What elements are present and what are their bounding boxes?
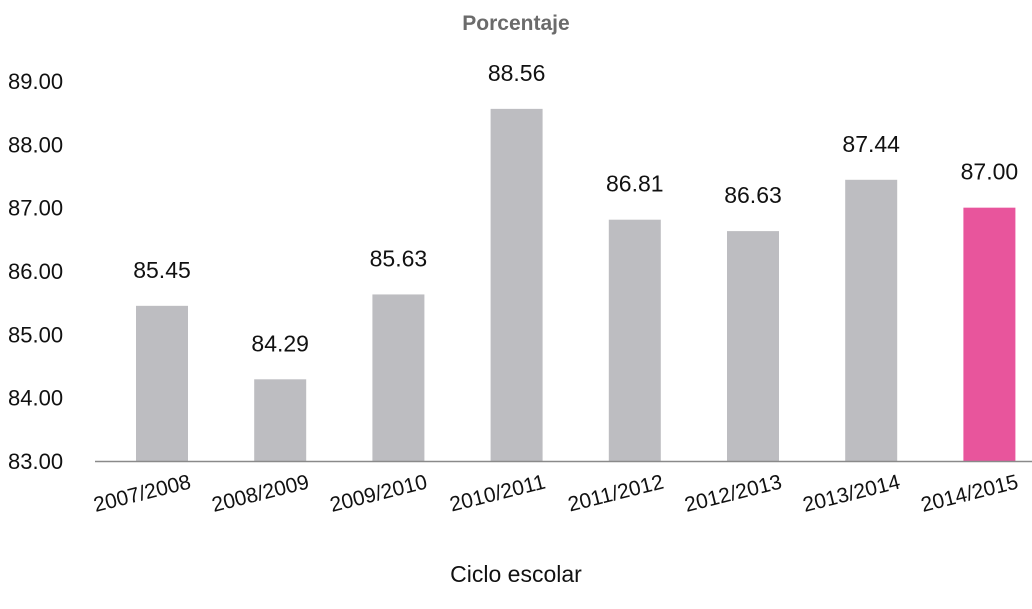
- data-label: 85.45: [133, 257, 191, 283]
- data-labels: 85.45 84.29 85.63 88.56 86.81 86.63 87.44 87.00: [133, 60, 1018, 356]
- chart-title: Porcentaje: [462, 12, 569, 35]
- y-tick-label: 83.00: [8, 449, 63, 474]
- x-tick-label: 2010/2011: [447, 471, 547, 517]
- x-tick-label: 2011/2012: [566, 471, 666, 517]
- y-tick-label: 87.00: [8, 196, 63, 221]
- x-tick-label: 2007/2008: [91, 471, 193, 517]
- data-label: 86.81: [606, 171, 664, 197]
- data-label: 85.63: [370, 245, 428, 271]
- data-label: 87.44: [842, 131, 900, 157]
- y-tick-label: 84.00: [8, 386, 63, 411]
- x-tick-label: 2008/2009: [210, 471, 312, 517]
- bar: [372, 294, 425, 461]
- data-label: 87.00: [961, 159, 1019, 185]
- x-tick-label: 2014/2015: [919, 471, 1021, 517]
- bar: [845, 179, 898, 462]
- bars: [136, 108, 1016, 462]
- bar: [727, 231, 779, 461]
- y-tick-label: 85.00: [8, 322, 63, 347]
- y-tick-label: 89.00: [8, 69, 63, 94]
- x-axis-title: Ciclo escolar: [450, 561, 582, 587]
- bar: [490, 108, 543, 461]
- x-tick-label: 2009/2010: [328, 471, 430, 517]
- x-axis-tick-labels: 2007/2008 2008/2009 2009/2010 2010/2011 2011…: [91, 470, 1020, 516]
- data-label: 88.56: [488, 60, 546, 86]
- x-tick-label: 2012/2013: [682, 471, 784, 517]
- y-axis-ticks: 83.00 84.00 85.00 86.00 87.00 88.00 89.00: [8, 69, 63, 474]
- x-tick-label: 2013/2014: [801, 470, 903, 516]
- bar: [254, 379, 307, 461]
- y-tick-label: 88.00: [8, 132, 63, 157]
- data-label: 86.63: [724, 182, 782, 208]
- bar: [608, 219, 661, 461]
- y-tick-label: 86.00: [8, 259, 63, 284]
- bar: [963, 207, 1016, 461]
- bar: [136, 305, 188, 461]
- data-label: 84.29: [251, 330, 309, 356]
